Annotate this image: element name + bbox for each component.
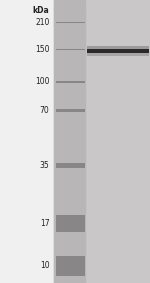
- Text: 210: 210: [35, 18, 50, 27]
- Bar: [56, 256, 85, 276]
- Bar: [54, 0, 85, 283]
- Text: kDa: kDa: [33, 6, 50, 15]
- Bar: [56, 81, 85, 83]
- Text: 70: 70: [40, 106, 50, 115]
- Bar: [56, 163, 85, 168]
- Text: 10: 10: [40, 261, 50, 270]
- Bar: [0, 0, 54, 283]
- Text: 17: 17: [40, 218, 50, 228]
- Bar: [56, 22, 85, 23]
- Text: 150: 150: [35, 45, 50, 54]
- Bar: [56, 49, 85, 50]
- Bar: [54, 0, 150, 283]
- Text: 35: 35: [40, 161, 50, 170]
- Bar: [56, 215, 85, 232]
- Bar: [87, 53, 148, 56]
- Bar: [56, 109, 85, 112]
- Text: 100: 100: [35, 78, 50, 86]
- Bar: [87, 46, 148, 49]
- Bar: [87, 49, 148, 53]
